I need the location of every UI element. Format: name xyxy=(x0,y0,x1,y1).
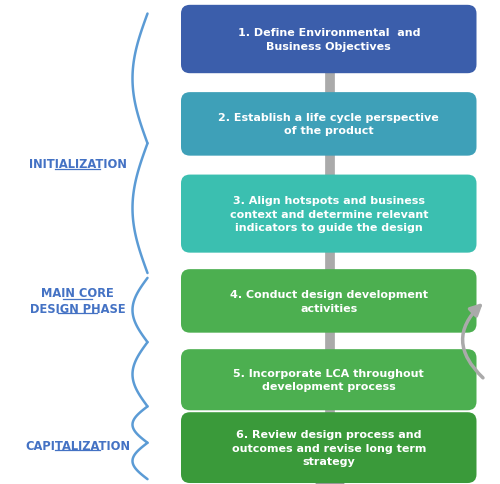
Text: 4. Conduct design development
activities: 4. Conduct design development activities xyxy=(230,290,428,313)
FancyBboxPatch shape xyxy=(181,175,476,253)
Text: CAPITALIZATION: CAPITALIZATION xyxy=(25,439,130,452)
FancyBboxPatch shape xyxy=(181,349,476,410)
Text: 5. Incorporate LCA throughout
development process: 5. Incorporate LCA throughout developmen… xyxy=(234,368,424,392)
FancyBboxPatch shape xyxy=(181,270,476,333)
Text: MAIN CORE
DESIGN PHASE: MAIN CORE DESIGN PHASE xyxy=(30,287,126,316)
Polygon shape xyxy=(311,474,349,484)
Text: 3. Align hotspots and business
context and determine relevant
indicators to guid: 3. Align hotspots and business context a… xyxy=(230,196,428,232)
FancyBboxPatch shape xyxy=(181,6,476,74)
FancyBboxPatch shape xyxy=(181,93,476,156)
Text: 2. Establish a life cycle perspective
of the product: 2. Establish a life cycle perspective of… xyxy=(218,113,439,136)
Text: 6. Review design process and
outcomes and revise long term
strategy: 6. Review design process and outcomes an… xyxy=(232,429,426,466)
Text: 1. Define Environmental  and
Business Objectives: 1. Define Environmental and Business Obj… xyxy=(238,29,420,51)
FancyBboxPatch shape xyxy=(181,412,476,483)
Text: INITIALIZATION: INITIALIZATION xyxy=(28,158,126,171)
